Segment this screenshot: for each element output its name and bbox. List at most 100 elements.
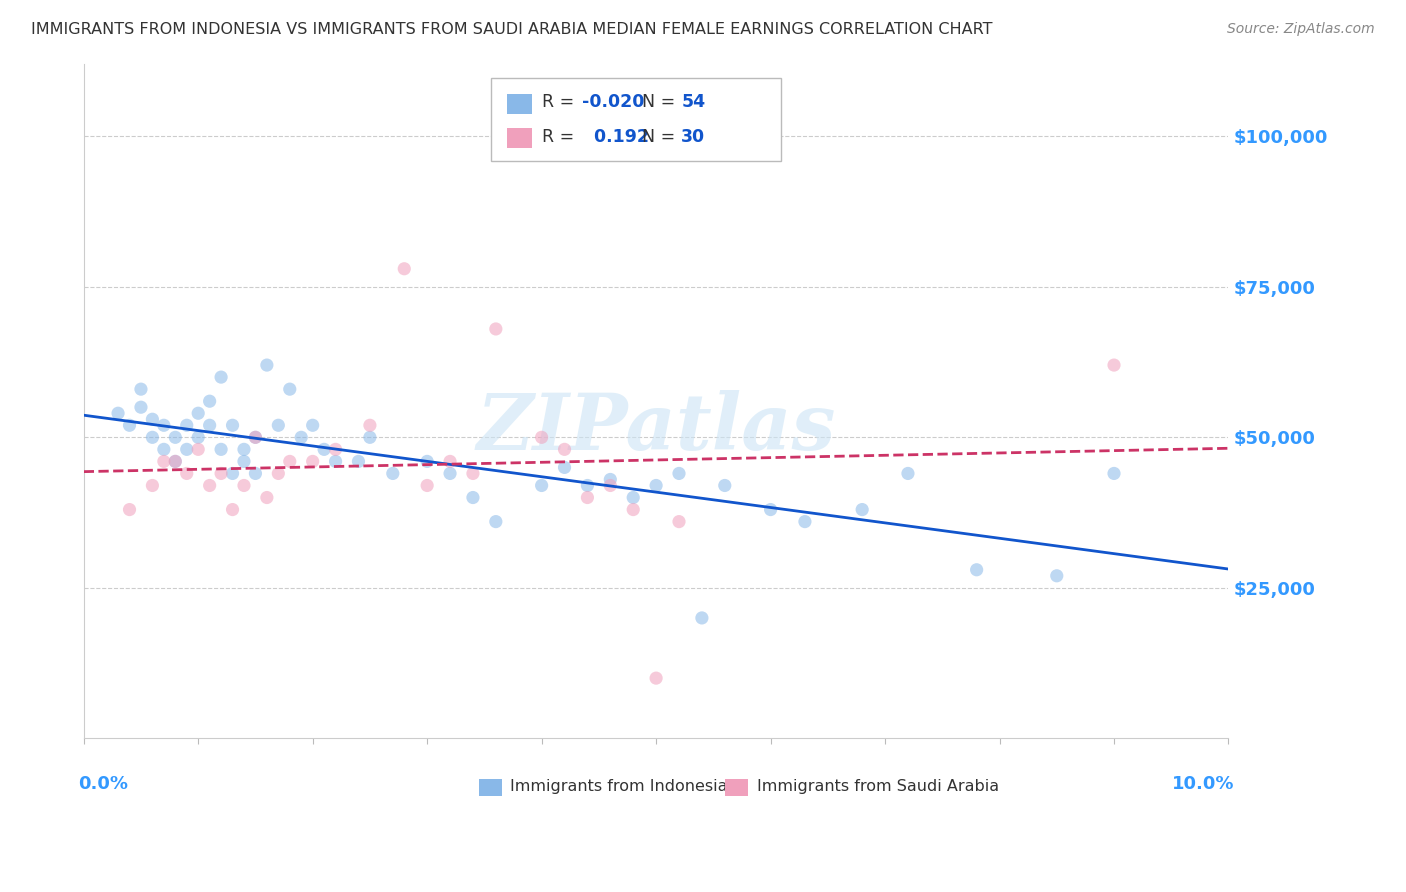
Point: [153, 454, 176, 468]
Point: [187, 430, 209, 444]
Point: [278, 382, 301, 396]
Point: [554, 460, 576, 475]
Point: [118, 502, 141, 516]
Point: [439, 454, 461, 468]
Point: [141, 478, 163, 492]
Point: [851, 502, 873, 516]
Point: [141, 412, 163, 426]
Point: [209, 467, 232, 481]
Text: Immigrants from Indonesia: Immigrants from Indonesia: [509, 779, 727, 794]
Point: [394, 261, 416, 276]
Point: [759, 502, 782, 516]
Point: [153, 418, 176, 433]
Point: [1102, 358, 1125, 372]
Point: [325, 442, 347, 457]
Point: [301, 454, 323, 468]
Point: [645, 478, 668, 492]
FancyBboxPatch shape: [491, 78, 780, 161]
Point: [153, 442, 176, 457]
Point: [897, 467, 920, 481]
Point: [290, 430, 312, 444]
Point: [233, 478, 256, 492]
Point: [256, 491, 278, 505]
Point: [793, 515, 815, 529]
Point: [221, 502, 243, 516]
Text: Immigrants from Saudi Arabia: Immigrants from Saudi Arabia: [756, 779, 1000, 794]
Point: [668, 515, 690, 529]
FancyBboxPatch shape: [508, 94, 533, 114]
Text: 10.0%: 10.0%: [1171, 775, 1234, 793]
Point: [267, 418, 290, 433]
Point: [233, 454, 256, 468]
Point: [530, 430, 553, 444]
Text: R =: R =: [541, 94, 579, 112]
Point: [485, 322, 508, 336]
Point: [107, 406, 129, 420]
Text: -0.020: -0.020: [582, 94, 644, 112]
Point: [347, 454, 370, 468]
Text: 30: 30: [682, 128, 706, 146]
Point: [461, 467, 484, 481]
Point: [1046, 569, 1069, 583]
Text: 54: 54: [682, 94, 706, 112]
Point: [301, 418, 323, 433]
Point: [485, 515, 508, 529]
Point: [314, 442, 336, 457]
Point: [245, 430, 267, 444]
Text: Source: ZipAtlas.com: Source: ZipAtlas.com: [1227, 22, 1375, 37]
Text: ZIPatlas: ZIPatlas: [477, 390, 835, 467]
Point: [621, 491, 644, 505]
Point: [245, 430, 267, 444]
Text: 0.192: 0.192: [582, 128, 648, 146]
Point: [530, 478, 553, 492]
Point: [209, 370, 232, 384]
Point: [141, 430, 163, 444]
Point: [325, 454, 347, 468]
Point: [176, 467, 198, 481]
Point: [267, 467, 290, 481]
Point: [233, 442, 256, 457]
Point: [165, 454, 187, 468]
Point: [416, 454, 439, 468]
Point: [118, 418, 141, 433]
Point: [278, 454, 301, 468]
Point: [129, 401, 152, 415]
Point: [359, 430, 381, 444]
Point: [599, 478, 621, 492]
Point: [645, 671, 668, 685]
Point: [713, 478, 735, 492]
Text: IMMIGRANTS FROM INDONESIA VS IMMIGRANTS FROM SAUDI ARABIA MEDIAN FEMALE EARNINGS: IMMIGRANTS FROM INDONESIA VS IMMIGRANTS …: [31, 22, 993, 37]
Point: [576, 491, 599, 505]
Point: [461, 491, 484, 505]
Point: [198, 478, 221, 492]
Point: [381, 467, 404, 481]
Text: 0.0%: 0.0%: [77, 775, 128, 793]
Point: [209, 442, 232, 457]
Point: [245, 467, 267, 481]
Point: [621, 502, 644, 516]
Point: [1102, 467, 1125, 481]
Point: [165, 454, 187, 468]
Point: [690, 611, 713, 625]
Point: [416, 478, 439, 492]
Point: [668, 467, 690, 481]
FancyBboxPatch shape: [508, 128, 533, 148]
Point: [198, 418, 221, 433]
Point: [129, 382, 152, 396]
Text: R =: R =: [541, 128, 579, 146]
Text: N =: N =: [643, 94, 681, 112]
Point: [439, 467, 461, 481]
Point: [576, 478, 599, 492]
Point: [359, 418, 381, 433]
Point: [221, 418, 243, 433]
Text: N =: N =: [643, 128, 681, 146]
Point: [221, 467, 243, 481]
Point: [599, 473, 621, 487]
Point: [554, 442, 576, 457]
Point: [187, 406, 209, 420]
Point: [256, 358, 278, 372]
Point: [966, 563, 988, 577]
Point: [198, 394, 221, 409]
Point: [165, 430, 187, 444]
FancyBboxPatch shape: [478, 779, 502, 796]
